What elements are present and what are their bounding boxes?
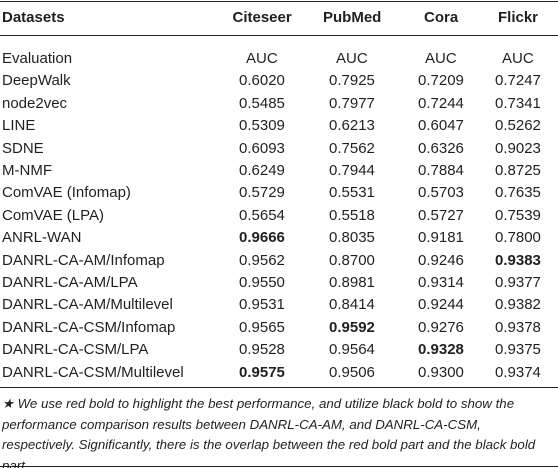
row-label: LINE (2, 117, 36, 135)
value-cell: 0.9378 (495, 318, 541, 336)
value-cell: 0.9666 (239, 229, 285, 247)
value-cell: 0.7341 (495, 94, 541, 112)
header-cell: Flickr (498, 9, 539, 26)
value-cell: 0.5703 (418, 184, 464, 202)
value-cell: AUC (425, 50, 457, 67)
value-cell: 0.9377 (495, 274, 541, 291)
footnote: ★ We use red bold to highlight the best … (2, 396, 536, 468)
value-cell: 0.6020 (239, 72, 285, 90)
value-cell: 0.7977 (329, 94, 375, 112)
value-cell: 0.8981 (329, 274, 375, 291)
value-cell: 0.6249 (239, 162, 285, 179)
rule (0, 466, 558, 467)
value-cell: AUC (336, 50, 368, 67)
value-cell: 0.6093 (239, 139, 285, 157)
value-cell: 0.9375 (495, 341, 541, 359)
value-cell: 0.9531 (239, 296, 285, 314)
row-label: Evaluation (2, 50, 73, 67)
value-cell: 0.9300 (418, 363, 464, 381)
value-cell: 0.9181 (418, 229, 464, 247)
value-cell: 0.9374 (495, 363, 541, 381)
value-cell: 0.6047 (418, 117, 464, 135)
row-label: DANRL-CA-CSM/Infomap (2, 318, 176, 336)
value-cell: 0.5485 (239, 94, 285, 112)
value-cell: 0.7925 (329, 72, 375, 90)
row-label: node2vec (2, 94, 68, 112)
value-cell: 0.9506 (329, 363, 375, 381)
value-cell: 0.7539 (495, 206, 541, 224)
value-cell: 0.7562 (329, 139, 375, 157)
value-cell: 0.9575 (239, 363, 285, 381)
value-cell: 0.9382 (495, 296, 541, 314)
value-cell: AUC (502, 50, 534, 67)
value-cell: 0.9383 (495, 251, 541, 269)
row-label: DANRL-CA-AM/Infomap (2, 251, 165, 269)
value-cell: 0.7244 (418, 94, 464, 112)
value-cell: 0.9565 (239, 318, 285, 336)
header-cell: Citeseer (232, 9, 292, 26)
value-cell: 0.5262 (495, 117, 541, 135)
value-cell: AUC (246, 50, 278, 67)
value-cell: 0.7247 (495, 72, 541, 90)
value-cell: 0.9528 (239, 341, 285, 359)
value-cell: 0.9564 (329, 341, 375, 359)
value-cell: 0.9023 (495, 139, 541, 157)
value-cell: 0.5654 (239, 206, 285, 224)
header-cell: Datasets (2, 9, 65, 26)
value-cell: 0.5531 (329, 184, 375, 202)
value-cell: 0.7635 (495, 184, 541, 202)
row-label: ComVAE (LPA) (2, 206, 104, 224)
value-cell: 0.9328 (418, 341, 464, 359)
value-cell: 0.8035 (329, 229, 375, 247)
row-label: ComVAE (Infomap) (2, 184, 131, 202)
value-cell: 0.9246 (418, 251, 464, 269)
value-cell: 0.7944 (329, 162, 375, 179)
rule (0, 35, 558, 36)
value-cell: 0.7209 (418, 72, 464, 90)
row-label: SDNE (2, 139, 44, 157)
value-cell: 0.6326 (418, 139, 464, 157)
value-cell: 0.9244 (418, 296, 464, 314)
value-cell: 0.5309 (239, 117, 285, 135)
value-cell: 0.8700 (329, 251, 375, 269)
row-label: ANRL-WAN (2, 229, 82, 247)
value-cell: 0.9562 (239, 251, 285, 269)
row-label: M-NMF (2, 162, 52, 179)
value-cell: 0.5729 (239, 184, 285, 202)
value-cell: 0.5518 (329, 206, 375, 224)
value-cell: 0.9276 (418, 318, 464, 336)
header-cell: Cora (424, 9, 459, 26)
value-cell: 0.9550 (239, 274, 285, 291)
value-cell: 0.8414 (329, 296, 375, 314)
value-cell: 0.9314 (418, 274, 464, 291)
value-cell: 0.7800 (495, 229, 541, 247)
row-label: DANRL-CA-AM/LPA (2, 274, 138, 291)
row-label: DANRL-CA-AM/Multilevel (2, 296, 173, 314)
row-label: DeepWalk (2, 72, 71, 90)
value-cell: 0.7884 (418, 162, 464, 179)
value-cell: 0.9592 (329, 318, 375, 336)
rule (0, 387, 558, 388)
rule (0, 1, 558, 2)
value-cell: 0.5727 (418, 206, 464, 224)
value-cell: 0.8725 (495, 162, 541, 179)
row-label: DANRL-CA-CSM/Multilevel (2, 363, 184, 381)
header-cell: PubMed (323, 9, 382, 26)
value-cell: 0.6213 (329, 117, 375, 135)
row-label: DANRL-CA-CSM/LPA (2, 341, 149, 359)
